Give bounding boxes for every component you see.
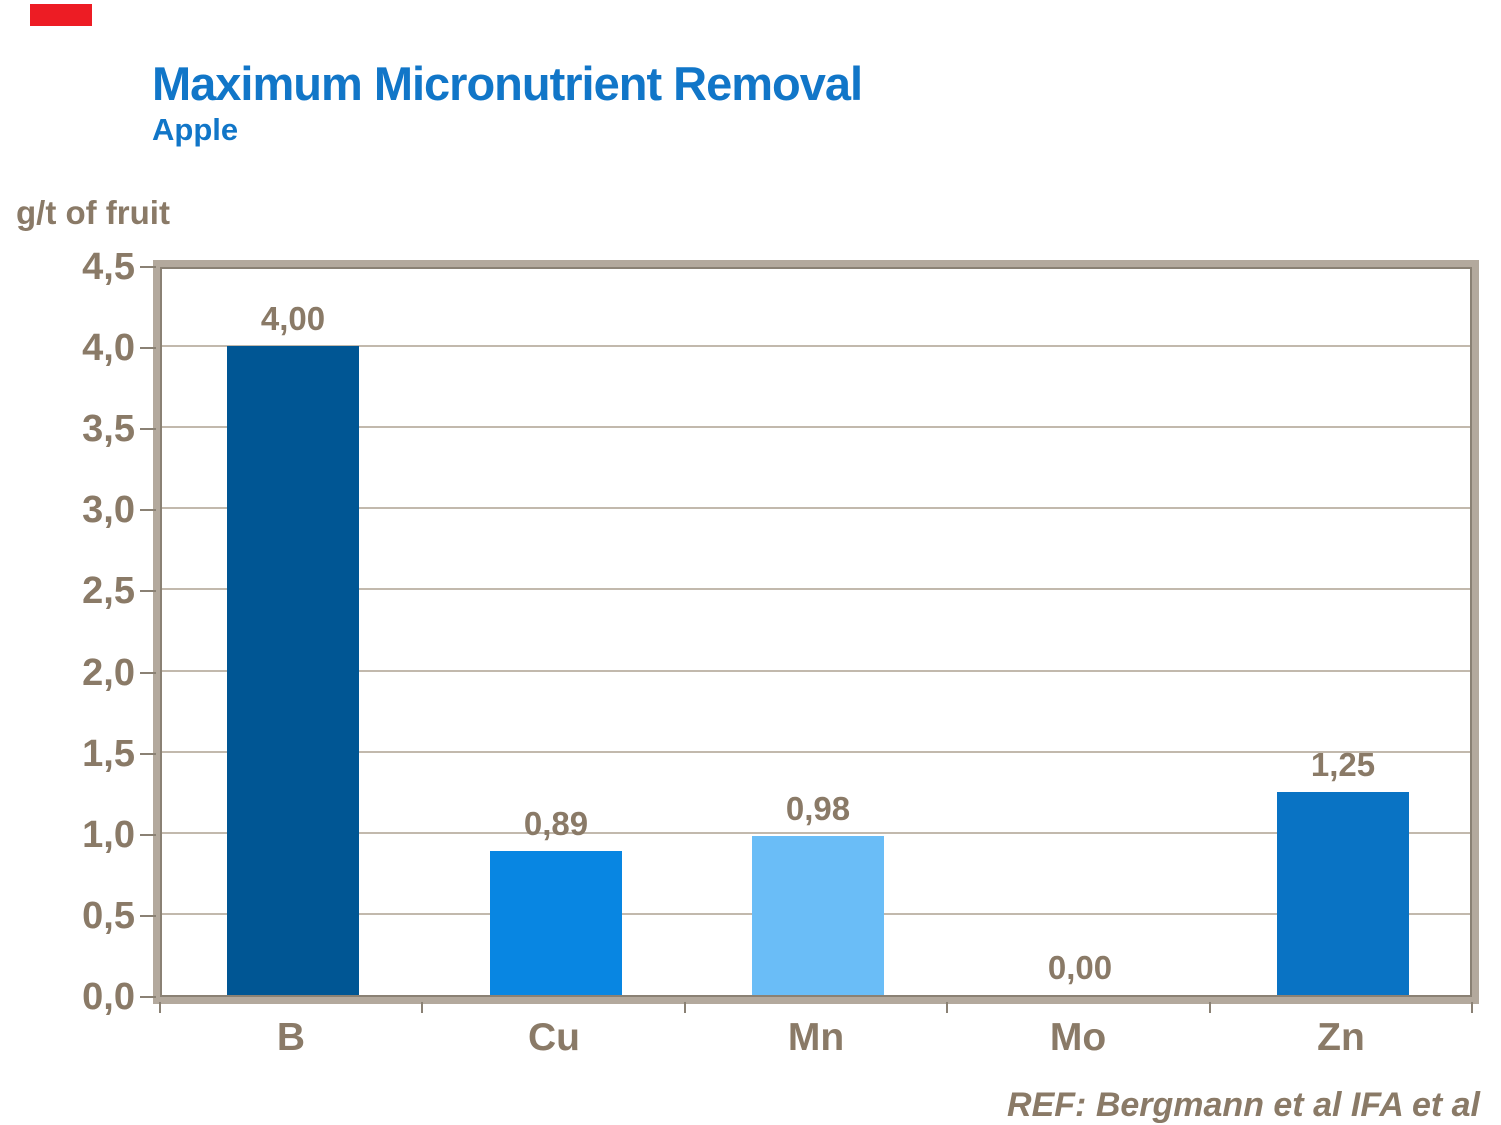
- gridline: [162, 426, 1470, 429]
- y-axis-tick: [140, 752, 156, 755]
- plot-inner: 4,00 0,89 0,98 0,00 1,25: [162, 269, 1470, 995]
- y-axis-tick: [140, 590, 156, 593]
- y-axis-tick-label: 2,5: [82, 570, 135, 613]
- x-axis-tick: [946, 1002, 948, 1013]
- x-axis-label-mn: Mn: [787, 1016, 845, 1059]
- bar-zn: [1277, 792, 1409, 995]
- x-axis-label-b: B: [276, 1016, 306, 1059]
- x-axis-tick: [1209, 1002, 1211, 1013]
- chart-title: Maximum Micronutrient Removal: [152, 57, 863, 110]
- y-axis-tick: [140, 266, 156, 268]
- slide-accent-bar: [30, 4, 92, 26]
- chart-subtitle: Apple: [152, 112, 239, 147]
- x-axis-label-mo: Mo: [1049, 1016, 1107, 1059]
- bar-value-label: 0,00: [1047, 949, 1113, 986]
- gridline: [162, 669, 1470, 672]
- bar-value-label: 4,00: [260, 300, 326, 337]
- reference-text: REF: Bergmann et al IFA et al: [1007, 1086, 1480, 1124]
- y-axis-tick-label: 4,0: [82, 327, 135, 370]
- gridline: [162, 831, 1470, 834]
- x-axis-label-cu: Cu: [528, 1016, 580, 1059]
- gridline: [162, 588, 1470, 591]
- y-axis-tick-label: 3,0: [82, 489, 135, 532]
- bar-value-label: 0,98: [785, 790, 851, 827]
- y-axis-tick: [140, 996, 156, 998]
- y-axis-unit-label: g/t of fruit: [16, 194, 170, 231]
- plot-area: 4,00 0,89 0,98 0,00 1,25: [153, 260, 1479, 1004]
- y-axis-tick: [140, 914, 156, 917]
- bar-b: [227, 346, 359, 995]
- y-axis-tick: [140, 509, 156, 512]
- y-axis-tick: [140, 833, 156, 836]
- bar-mn: [752, 836, 884, 995]
- y-axis-tick-label: 1,5: [82, 732, 135, 775]
- x-axis-tick: [684, 1002, 686, 1013]
- y-axis-tick-label: 0,5: [82, 894, 135, 937]
- y-axis-tick-label: 1,0: [82, 813, 135, 856]
- y-axis-tick-label: 2,0: [82, 651, 135, 694]
- x-axis-tick: [421, 1002, 423, 1013]
- gridline: [162, 345, 1470, 348]
- bar-value-label: 1,25: [1310, 746, 1376, 783]
- y-axis-tick: [140, 671, 156, 674]
- y-axis-tick: [140, 347, 156, 350]
- x-axis-tick: [159, 1002, 161, 1013]
- x-axis-label-zn: Zn: [1317, 1016, 1365, 1059]
- y-axis-tick-label: 3,5: [82, 408, 135, 451]
- gridline: [162, 507, 1470, 510]
- y-axis-tick: [140, 428, 156, 431]
- y-axis-tick-label: 0,0: [82, 976, 135, 1018]
- y-axis-tick-label: 4,5: [82, 246, 135, 288]
- gridline: [162, 750, 1470, 753]
- bar-value-label: 0,89: [523, 805, 589, 842]
- bar-cu: [490, 851, 622, 995]
- x-axis-tick: [1471, 1002, 1473, 1013]
